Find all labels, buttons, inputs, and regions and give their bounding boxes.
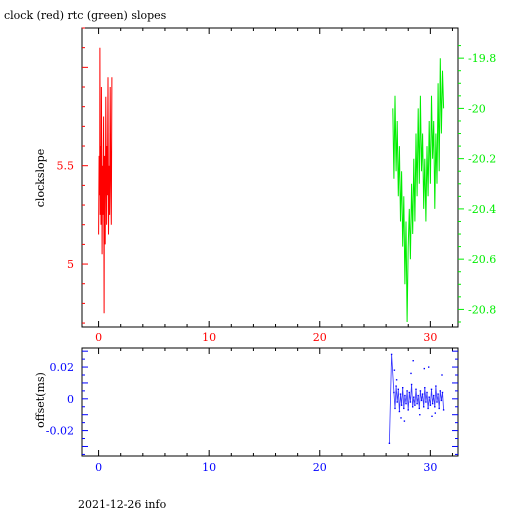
slopes-x-tick-label: 30 xyxy=(423,331,437,344)
offset-band xyxy=(389,354,444,444)
slopes-x-tick-label: 10 xyxy=(202,331,216,344)
offset-point xyxy=(423,367,425,370)
offset-point xyxy=(395,379,398,381)
slopes-y2-tick-label: -19.8 xyxy=(468,52,496,65)
slopes-series xyxy=(98,47,445,323)
slopes-y-axis-label: clockslope xyxy=(34,149,47,207)
offset-chart: offset(ms) 0 10 20 30 0.02 0 -0.02 xyxy=(34,347,459,474)
offset-point xyxy=(441,374,443,376)
rtc-series-line xyxy=(392,58,445,323)
slopes-y2-tick-label: -20.8 xyxy=(468,303,496,316)
slopes-y2-tick-label: -20 xyxy=(468,102,486,115)
offset-x-tick-label: 0 xyxy=(95,461,102,474)
offset-point xyxy=(431,415,433,417)
offset-y-tick-label: 0 xyxy=(67,393,74,406)
offset-point xyxy=(419,414,421,416)
offset-x-tick-label: 10 xyxy=(202,461,216,474)
slopes-x-tick-label: 0 xyxy=(95,331,102,344)
offset-y-tick-label: -0.02 xyxy=(46,425,74,438)
chart-title: clock (red) rtc (green) slopes xyxy=(4,9,167,22)
offset-point xyxy=(412,360,414,362)
clock-series-line xyxy=(98,47,113,314)
slopes-y-tick-label: 5.5 xyxy=(57,160,75,173)
offset-x-tick-label: 20 xyxy=(313,461,327,474)
offset-point xyxy=(434,412,436,414)
offset-point xyxy=(410,372,412,375)
slopes-y-tick-label: 5 xyxy=(67,258,74,271)
offset-x-tick-label: 30 xyxy=(423,461,437,474)
offset-y-tick-label: 0.02 xyxy=(50,361,75,374)
slopes-x-tick-label: 20 xyxy=(313,331,327,344)
slopes-y2-tick-label: -20.2 xyxy=(468,153,496,166)
offset-point xyxy=(403,420,406,422)
offset-point xyxy=(442,409,445,411)
slopes-chart: clockslope 0 10 20 30 5 5.5 -19.8 -20 -20.2 -20.4… xyxy=(34,27,496,344)
slopes-y2-tick-label: -20.6 xyxy=(468,253,496,266)
offset-y-axis-label: offset(ms) xyxy=(34,372,47,428)
slopes-chart-frame xyxy=(81,27,459,328)
offset-point xyxy=(400,417,402,419)
slopes-axes: 0 10 20 30 5 5.5 -19.8 -20 -20.2 -20.4 -20.6 -20.8 xyxy=(57,27,496,344)
offset-axes: 0 10 20 30 0.02 0 -0.02 xyxy=(46,348,458,474)
offset-chart-frame xyxy=(81,347,459,457)
offset-point xyxy=(393,369,396,371)
offset-series xyxy=(388,353,445,444)
footer-date: 2021-12-26 info xyxy=(78,498,167,511)
slopes-y2-tick-label: -20.4 xyxy=(468,203,496,216)
offset-point xyxy=(428,366,430,368)
